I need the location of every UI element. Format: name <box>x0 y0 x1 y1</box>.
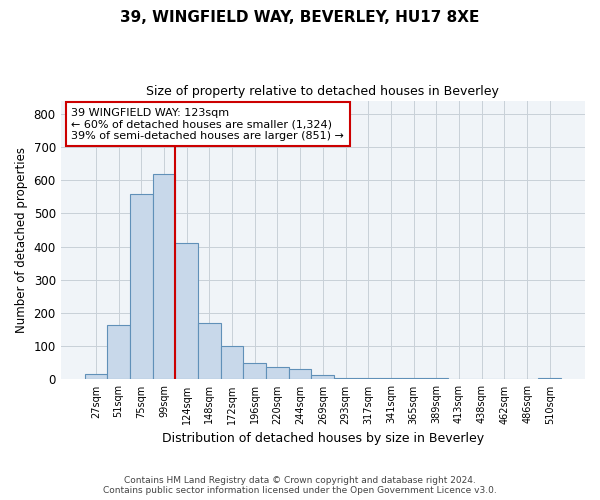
Bar <box>357 378 380 380</box>
Bar <box>198 323 221 380</box>
Bar <box>380 378 402 380</box>
Bar <box>334 378 357 380</box>
Bar <box>244 363 266 380</box>
Bar <box>152 174 175 380</box>
Bar <box>425 378 448 380</box>
Bar <box>130 194 152 380</box>
Bar <box>266 367 289 380</box>
Bar <box>448 379 470 380</box>
Y-axis label: Number of detached properties: Number of detached properties <box>15 147 28 333</box>
Text: 39, WINGFIELD WAY, BEVERLEY, HU17 8XE: 39, WINGFIELD WAY, BEVERLEY, HU17 8XE <box>121 10 479 25</box>
Bar <box>107 324 130 380</box>
Bar <box>175 244 198 380</box>
X-axis label: Distribution of detached houses by size in Beverley: Distribution of detached houses by size … <box>162 432 484 445</box>
Bar <box>538 378 561 380</box>
Bar <box>221 346 244 380</box>
Bar <box>402 378 425 380</box>
Bar <box>289 370 311 380</box>
Bar <box>85 374 107 380</box>
Text: Contains HM Land Registry data © Crown copyright and database right 2024.
Contai: Contains HM Land Registry data © Crown c… <box>103 476 497 495</box>
Text: 39 WINGFIELD WAY: 123sqm
← 60% of detached houses are smaller (1,324)
39% of sem: 39 WINGFIELD WAY: 123sqm ← 60% of detach… <box>71 108 344 140</box>
Title: Size of property relative to detached houses in Beverley: Size of property relative to detached ho… <box>146 85 499 98</box>
Bar <box>311 376 334 380</box>
